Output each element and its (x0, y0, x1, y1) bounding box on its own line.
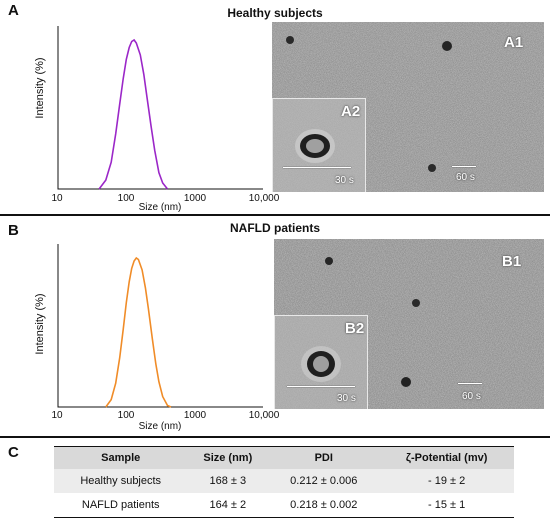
col-header-zeta: ζ-Potential (mv) (379, 446, 514, 469)
chart-b-axes (57, 244, 263, 408)
divider-bc (0, 436, 550, 438)
col-header-pdi: PDI (268, 446, 380, 469)
cell-zeta: - 15 ± 1 (379, 493, 514, 518)
chart-b-dls-distribution (57, 244, 263, 408)
tem-label-a1: A1 (504, 34, 524, 51)
chart-b-xtick-100: 100 (117, 410, 135, 421)
cell-size: 168 ± 3 (187, 469, 269, 493)
tem-micrograph-b2 (275, 316, 367, 409)
table-header-row: Sample Size (nm) PDI ζ-Potential (mv) (54, 446, 514, 469)
col-header-size: Size (nm) (187, 446, 269, 469)
tem-image-a1: A1 60 s A2 30 s (272, 22, 544, 192)
tem-inset-a2: A2 30 s (272, 98, 366, 192)
cell-sample: NAFLD patients (54, 493, 188, 518)
chart-b-xtick-10000: 10,000 (248, 410, 280, 421)
table-row: NAFLD patients 164 ± 2 0.218 ± 0.002 - 1… (54, 493, 514, 518)
scale-text-b2: 30 s (337, 393, 356, 404)
tem-label-a2: A2 (341, 103, 361, 120)
chart-a-xtick-10: 10 (51, 193, 63, 204)
chart-a-axes (57, 26, 263, 190)
col-header-sample: Sample (54, 446, 188, 469)
tem-micrograph-a2 (273, 99, 365, 192)
panel-c-letter: C (8, 444, 19, 461)
characterization-table: Sample Size (nm) PDI ζ-Potential (mv) He… (54, 446, 514, 518)
scale-text-b1: 60 s (462, 391, 481, 402)
chart-b-ylabel: Intensity (%) (34, 293, 46, 355)
panel-b-title: NAFLD patients (230, 221, 320, 235)
scale-bar-a2 (283, 167, 351, 168)
chart-a-xlabel: Size (nm) (138, 202, 182, 213)
panel-b-letter: B (8, 222, 19, 239)
panel-a-title: Healthy subjects (227, 6, 323, 20)
chart-a-xtick-100: 100 (117, 193, 135, 204)
scale-bar-b2 (287, 386, 355, 387)
tem-inset-b2: B2 30 s (274, 315, 368, 409)
cell-size: 164 ± 2 (187, 493, 269, 518)
scale-text-a2: 30 s (335, 175, 354, 186)
table-row: Healthy subjects 168 ± 3 0.212 ± 0.006 -… (54, 469, 514, 493)
chart-b-series-line-0 (105, 256, 172, 408)
scale-text-a1: 60 s (456, 172, 475, 183)
chart-a-xtick-1000: 1000 (183, 193, 207, 204)
chart-a-ylabel: Intensity (%) (34, 57, 46, 119)
scale-bar-a1 (452, 166, 476, 167)
chart-a-xtick-10000: 10,000 (248, 193, 280, 204)
chart-a-dls-distribution (57, 26, 263, 190)
divider-ab (0, 214, 550, 216)
chart-b-xtick-1000: 1000 (183, 410, 207, 421)
chart-b-xtick-10: 10 (51, 410, 63, 421)
tem-label-b1: B1 (502, 253, 522, 270)
scale-bar-b1 (458, 383, 482, 384)
chart-a-series-line-0 (98, 38, 169, 190)
cell-sample: Healthy subjects (54, 469, 188, 493)
chart-b-xlabel: Size (nm) (138, 421, 182, 432)
tem-label-b2: B2 (345, 320, 365, 337)
tem-image-b1: B1 60 s B2 30 s (274, 239, 544, 409)
cell-pdi: 0.212 ± 0.006 (268, 469, 380, 493)
cell-zeta: - 19 ± 2 (379, 469, 514, 493)
cell-pdi: 0.218 ± 0.002 (268, 493, 380, 518)
panel-a-letter: A (8, 2, 19, 19)
